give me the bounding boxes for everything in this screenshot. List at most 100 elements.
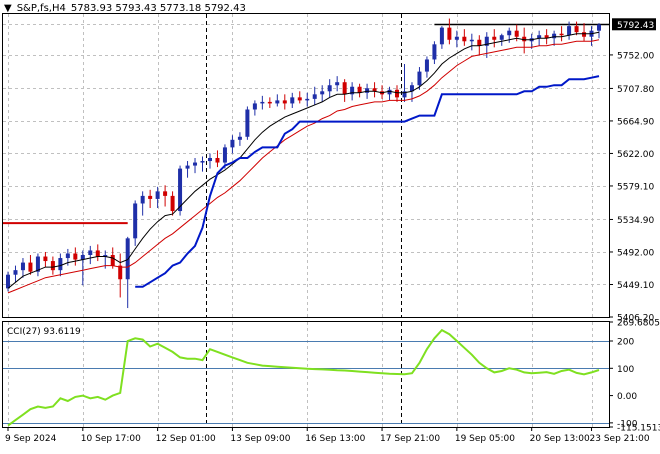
candle — [163, 185, 168, 207]
candle-body — [185, 165, 190, 169]
candle-body — [252, 103, 257, 110]
candle-body — [469, 39, 474, 42]
candle-body — [260, 101, 265, 104]
candle-body — [275, 100, 280, 104]
candle — [207, 153, 212, 169]
candle-body — [215, 157, 220, 163]
candle-body — [350, 86, 355, 95]
candle — [252, 100, 257, 116]
candle — [140, 191, 145, 216]
candle-body — [163, 191, 168, 196]
candle-body — [245, 109, 250, 137]
candle — [559, 26, 564, 42]
candle-body — [20, 262, 25, 271]
candle — [462, 29, 467, 46]
cci-tick-label: 0.00 — [617, 392, 637, 402]
candle — [372, 82, 377, 98]
price-tick-label: 5792.43 — [617, 21, 654, 31]
candle — [73, 247, 78, 266]
candle-body — [514, 30, 519, 37]
candle — [342, 79, 347, 102]
candle — [43, 251, 48, 268]
candle — [447, 18, 452, 45]
candle — [567, 21, 572, 40]
symbol-label: S&P,fs,H4 — [16, 3, 66, 14]
candle — [297, 91, 302, 104]
candle — [237, 132, 242, 146]
candle-body — [88, 250, 93, 256]
candle — [178, 165, 183, 216]
candle — [215, 150, 220, 168]
candle-body — [140, 195, 145, 204]
cci-panel-frame — [2, 321, 610, 428]
candle — [522, 27, 527, 54]
candle-body — [297, 97, 302, 101]
cci-levels — [3, 341, 609, 424]
candle — [155, 186, 160, 209]
candle-body — [222, 147, 227, 163]
candle — [469, 33, 474, 51]
candle — [245, 106, 250, 140]
candle-body — [305, 98, 310, 101]
time-tick-label: 9 Sep 2024 — [5, 434, 57, 444]
candle-body — [432, 44, 437, 60]
candle — [148, 189, 153, 209]
candle-body — [372, 88, 377, 92]
candle-body — [178, 168, 183, 212]
candle-body — [387, 89, 392, 95]
candle — [454, 30, 459, 48]
ohlc-readout: 5783.93 5793.43 5773.18 5792.43 — [70, 3, 246, 14]
cci-tick-label: 200 — [617, 338, 634, 348]
candle-body — [50, 261, 55, 271]
candle-body — [567, 26, 572, 36]
candle-body — [230, 139, 235, 148]
candle-body — [6, 274, 10, 289]
candle-body — [484, 36, 489, 46]
candle — [357, 83, 362, 98]
candle-body — [282, 100, 287, 104]
candle — [387, 86, 392, 101]
trailing-stop-line — [135, 75, 600, 288]
candle — [118, 253, 123, 298]
time-tick-label: 16 Sep 13:00 — [305, 434, 365, 444]
candle-body — [597, 24, 601, 31]
ma-slow-line — [7, 39, 600, 294]
candle — [275, 94, 280, 107]
candle — [260, 95, 265, 110]
candle-body — [424, 59, 429, 72]
time-tick-label: 23 Sep 21:00 — [590, 434, 650, 444]
candle-body — [237, 136, 242, 140]
price-tick-label: 5622.00 — [617, 150, 654, 160]
time-tick-label: 17 Sep 21:00 — [380, 434, 440, 444]
time-axis: 9 Sep 2024 10 Sep 17:00 12 Sep 01:00 13 Sep… — [5, 427, 650, 444]
candle — [193, 157, 198, 174]
candle-body — [417, 71, 422, 86]
time-tick-label: 20 Sep 13:00 — [530, 434, 590, 444]
chart-header: ▼ S&P,fs,H4 5783.93 5793.43 5773.18 5792.4… — [4, 3, 251, 14]
time-tick-label: 19 Sep 05:00 — [455, 434, 515, 444]
candle-body — [522, 36, 527, 42]
candle — [544, 29, 549, 45]
candle-body — [110, 255, 115, 266]
candle-body — [357, 86, 362, 93]
candle-body — [454, 36, 459, 40]
candle — [95, 244, 100, 262]
ma-fast-line — [7, 31, 600, 289]
candle — [327, 79, 332, 98]
cci-tick-label: -100 — [617, 419, 638, 429]
candle — [6, 271, 10, 292]
candle-body — [290, 97, 295, 104]
candle — [402, 64, 407, 102]
candle-body — [574, 26, 579, 33]
candle-body — [200, 161, 205, 163]
cci-line — [7, 328, 600, 427]
candle-body — [492, 36, 497, 40]
candle-body — [118, 265, 123, 280]
candle — [350, 82, 355, 101]
candle-body — [103, 255, 108, 257]
candle — [574, 21, 579, 36]
triangle-down-icon[interactable]: ▼ — [4, 3, 12, 14]
price-tick-label: 5664.90 — [617, 117, 654, 127]
